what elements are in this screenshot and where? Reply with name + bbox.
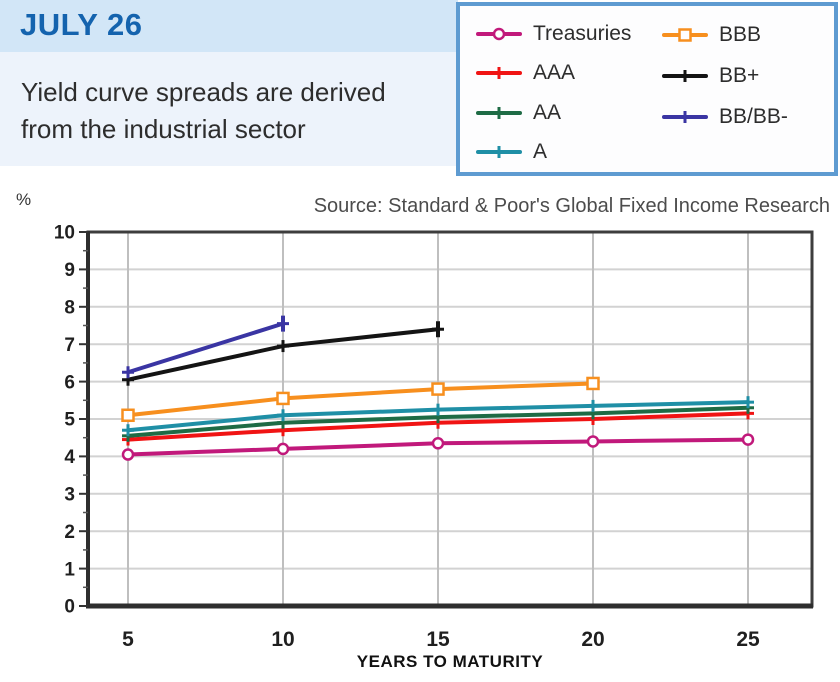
legend-marker-icon [476, 27, 522, 40]
svg-text:9: 9 [64, 260, 75, 281]
legend-label: BB/BB- [719, 104, 788, 128]
x-axis-title: YEARS TO MATURITY [356, 652, 544, 671]
legend-marker-icon [662, 110, 708, 123]
svg-text:0: 0 [64, 597, 75, 618]
legend-label: BB+ [719, 63, 760, 87]
legend-item-treasuries: Treasuries [476, 14, 662, 54]
legend-item-aa: AA [476, 93, 662, 133]
legend-label: A [533, 140, 548, 164]
legend-item-bbb: BBB [662, 14, 788, 55]
svg-text:6: 6 [64, 372, 75, 393]
legend-item-aaa: AAA [476, 54, 662, 94]
y-axis-unit-label: % [16, 190, 32, 209]
legend-marker-icon [662, 27, 708, 42]
subtitle-line-2: from the industrial sector [21, 114, 306, 144]
legend-marker-icon [476, 67, 522, 80]
svg-text:25: 25 [736, 628, 760, 651]
legend-item-bb-bb-: BB/BB- [662, 96, 788, 137]
svg-text:5: 5 [64, 410, 75, 431]
legend-column-1: Treasuries AAA AA A [476, 14, 662, 172]
subtitle-box: Yield curve spreads are derived from the… [0, 52, 458, 166]
svg-text:2: 2 [64, 522, 75, 543]
chart-subtitle: Yield curve spreads are derived from the… [21, 74, 386, 148]
svg-text:20: 20 [581, 628, 604, 651]
header-band [0, 0, 458, 52]
legend-marker-icon [476, 146, 522, 159]
subtitle-line-1: Yield curve spreads are derived [21, 77, 386, 107]
svg-text:4: 4 [64, 447, 75, 468]
legend-item-a: A [476, 133, 662, 173]
legend: Treasuries AAA AA A BBB BB+ BB/BB- [456, 2, 838, 176]
legend-label: Treasuries [533, 21, 632, 45]
legend-label: AA [533, 100, 562, 124]
svg-text:3: 3 [64, 484, 75, 505]
svg-text:10: 10 [271, 628, 294, 651]
svg-text:5: 5 [122, 628, 134, 651]
source-note: Source: Standard & Poor's Global Fixed I… [313, 195, 830, 217]
legend-column-2: BBB BB+ BB/BB- [662, 14, 788, 172]
svg-text:1: 1 [64, 559, 75, 580]
svg-text:15: 15 [426, 628, 450, 651]
legend-item-bb-: BB+ [662, 55, 788, 96]
legend-label: BBB [719, 22, 762, 46]
legend-label: AAA [533, 61, 576, 85]
svg-text:10: 10 [54, 223, 75, 244]
svg-text:7: 7 [64, 335, 75, 356]
legend-marker-icon [476, 106, 522, 119]
page-title: JULY 26 [20, 7, 143, 42]
legend-marker-icon [662, 69, 708, 82]
svg-text:8: 8 [64, 297, 75, 318]
